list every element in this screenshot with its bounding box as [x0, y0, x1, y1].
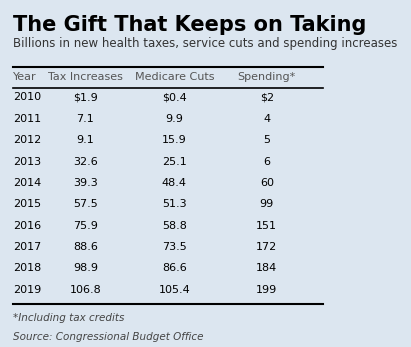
Text: 2016: 2016	[13, 221, 41, 231]
Text: 2018: 2018	[13, 263, 41, 273]
Text: 2011: 2011	[13, 114, 41, 124]
Text: 58.8: 58.8	[162, 221, 187, 231]
Text: 105.4: 105.4	[159, 285, 190, 295]
Text: Source: Congressional Budget Office: Source: Congressional Budget Office	[13, 332, 203, 342]
Text: 48.4: 48.4	[162, 178, 187, 188]
Text: Year: Year	[13, 73, 36, 82]
Text: 199: 199	[256, 285, 277, 295]
Text: $0.4: $0.4	[162, 92, 187, 102]
Text: 39.3: 39.3	[73, 178, 98, 188]
Text: 7.1: 7.1	[76, 114, 94, 124]
Text: 2014: 2014	[13, 178, 41, 188]
Text: 73.5: 73.5	[162, 242, 187, 252]
Text: Spending*: Spending*	[238, 73, 296, 82]
Text: 25.1: 25.1	[162, 156, 187, 167]
Text: 2010: 2010	[13, 92, 41, 102]
Text: 4: 4	[263, 114, 270, 124]
Text: $2: $2	[260, 92, 274, 102]
Text: 99: 99	[260, 199, 274, 209]
Text: 5: 5	[263, 135, 270, 145]
Text: 2019: 2019	[13, 285, 41, 295]
Text: 2017: 2017	[13, 242, 41, 252]
Text: 2012: 2012	[13, 135, 41, 145]
Text: 57.5: 57.5	[73, 199, 98, 209]
Text: 98.9: 98.9	[73, 263, 98, 273]
Text: 9.9: 9.9	[166, 114, 183, 124]
Text: 6: 6	[263, 156, 270, 167]
Text: Medicare Cuts: Medicare Cuts	[135, 73, 214, 82]
Text: Tax Increases: Tax Increases	[48, 73, 123, 82]
Text: 51.3: 51.3	[162, 199, 187, 209]
Text: $1.9: $1.9	[73, 92, 98, 102]
Text: 2013: 2013	[13, 156, 41, 167]
Text: 151: 151	[256, 221, 277, 231]
Text: 184: 184	[256, 263, 277, 273]
Text: 2015: 2015	[13, 199, 41, 209]
Text: 86.6: 86.6	[162, 263, 187, 273]
Text: *Including tax credits: *Including tax credits	[13, 313, 124, 323]
Text: 88.6: 88.6	[73, 242, 98, 252]
Text: 32.6: 32.6	[73, 156, 98, 167]
Text: 172: 172	[256, 242, 277, 252]
Text: Billions in new health taxes, service cuts and spending increases: Billions in new health taxes, service cu…	[13, 37, 397, 50]
Text: 106.8: 106.8	[69, 285, 101, 295]
Text: 75.9: 75.9	[73, 221, 98, 231]
Text: 9.1: 9.1	[76, 135, 94, 145]
Text: 60: 60	[260, 178, 274, 188]
Text: The Gift That Keeps on Taking: The Gift That Keeps on Taking	[13, 15, 366, 35]
Text: 15.9: 15.9	[162, 135, 187, 145]
